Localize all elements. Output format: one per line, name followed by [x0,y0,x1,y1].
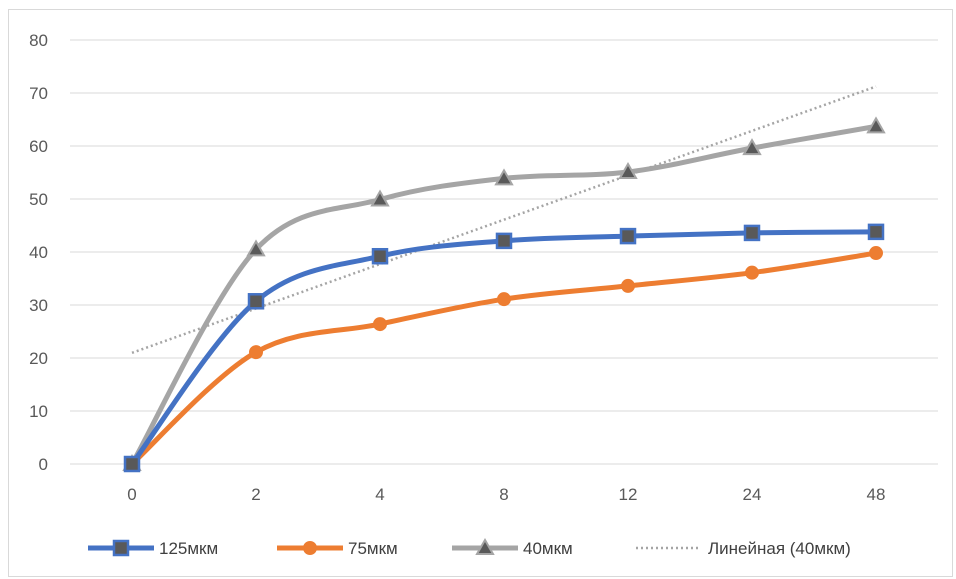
data-point-75мкм [249,345,263,360]
data-point-40мкм [866,116,886,134]
legend-marker [112,539,130,557]
x-tick-label: 48 [867,485,886,504]
y-tick-label: 40 [29,243,48,262]
data-point-125мкм [247,293,265,310]
x-tick-label: 12 [619,485,638,504]
data-point-40мкм [618,161,638,179]
legend-label: 40мкм [523,539,573,558]
y-tick-label: 0 [39,455,48,474]
legend: 125мкм 75мкм 40мкм Линейная (40мкм) [88,537,851,558]
legend-label: 75мкм [348,539,398,558]
data-point-40мкм [246,239,266,257]
legend-item-75мкм: 75мкм [277,539,398,558]
y-tick-label: 70 [29,84,48,103]
series-markers [122,116,886,473]
y-tick-label: 80 [29,31,48,50]
data-point-75мкм [745,265,759,280]
data-point-75мкм [373,317,387,332]
y-tick-label: 60 [29,137,48,156]
y-tick-label: 50 [29,190,48,209]
chart-frame [8,9,953,577]
data-point-125мкм [619,227,637,245]
y-axis-ticks: 0 10 20 30 40 50 60 70 80 [29,31,48,474]
data-point-125мкм [371,247,389,265]
data-point-75мкм [869,246,883,261]
legend-item-40мкм: 40мкм [452,537,573,558]
series-line-75мкм [129,250,879,467]
y-tick-label: 10 [29,402,48,421]
x-axis-ticks: 0 2 4 8 12 24 48 [127,485,885,504]
legend-marker [475,537,495,555]
y-tick-label: 30 [29,296,48,315]
x-tick-label: 2 [251,485,260,504]
gridlines [70,39,938,465]
data-point-125мкм [867,223,885,241]
x-tick-label: 24 [743,485,762,504]
legend-label: 125мкм [159,539,218,558]
data-point-40мкм [494,168,514,186]
legend-item-trendline: Линейная (40мкм) [636,539,851,558]
data-point-40мкм [370,189,390,207]
y-tick-label: 20 [29,349,48,368]
data-point-125мкм [495,232,513,250]
x-tick-label: 8 [499,485,508,504]
data-point-40мкм [742,138,762,156]
data-point-125мкм [123,455,141,473]
legend-label: Линейная (40мкм) [708,539,851,558]
x-tick-label: 4 [375,485,384,504]
legend-item-125мкм: 125мкм [88,539,218,558]
data-point-125мкм [743,224,761,242]
data-point-75мкм [621,278,635,293]
legend-marker [303,541,317,555]
x-tick-label: 0 [127,485,136,504]
data-point-75мкм [497,292,511,307]
